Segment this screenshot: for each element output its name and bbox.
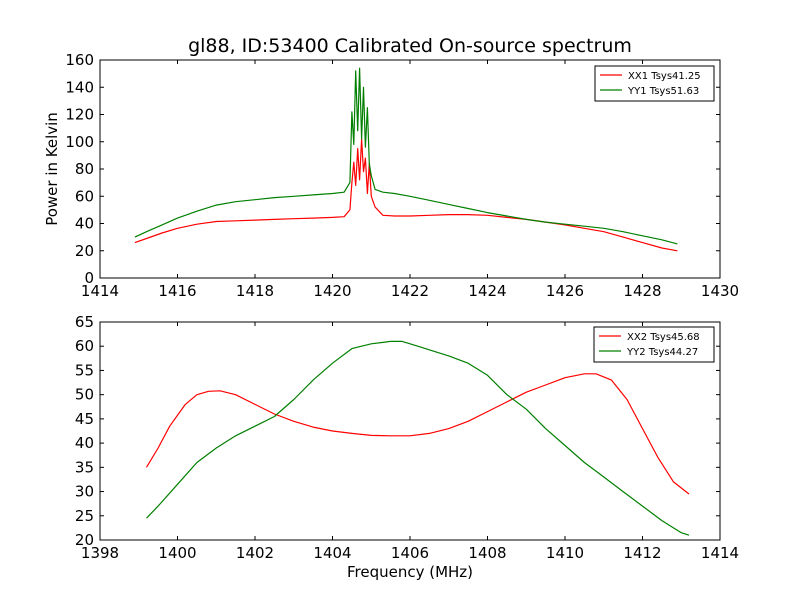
top-chart-y-tick-label: 20 [75, 242, 94, 260]
top-chart-y-axis-label: Power in Kelvin [43, 112, 61, 226]
bottom-chart-legend-label-2: YY2 Tsys44.27 [626, 347, 698, 358]
top-chart-legend-label-1: XX1 Tsys41.25 [628, 71, 701, 82]
top-chart-panel: 1414 1416 1418 1420 1422 1424 1426 1428 1430 0 20 4… [65, 51, 739, 300]
bottom-chart-y-tick-label: 35 [75, 458, 94, 476]
bottom-chart-panel: 1398 1400 1402 1404 1406 1408 1410 1412 1414 20 25… [75, 313, 739, 562]
top-chart-legend: XX1 Tsys41.25 YY1 Tsys51.63 [594, 65, 715, 102]
top-chart-y-tick-label: 120 [65, 106, 94, 124]
top-chart-x-tick-label: 1416 [158, 282, 196, 300]
bottom-chart-x-tick-label: 1400 [158, 544, 196, 562]
top-chart-legend-label-2: YY1 Tsys51.63 [627, 86, 699, 97]
bottom-chart-x-tick-label: 1404 [313, 544, 351, 562]
top-chart-x-tick-label: 1430 [701, 282, 739, 300]
top-chart-y-tick-label: 140 [65, 78, 94, 96]
top-chart-legend-box [594, 65, 715, 102]
bottom-chart-y-tick-label: 50 [75, 386, 94, 404]
bottom-chart-y-tick-label: 55 [75, 361, 94, 379]
bottom-chart-y-tick-label: 45 [75, 410, 94, 428]
bottom-chart-x-tick-label: 1406 [391, 544, 429, 562]
bottom-chart-x-tick-label: 1410 [546, 544, 584, 562]
bottom-chart-x-tick-label: 1414 [701, 544, 739, 562]
top-chart-y-tick-label: 60 [75, 187, 94, 205]
top-chart-x-tick-label: 1426 [546, 282, 584, 300]
bottom-chart-y-tick-label: 20 [75, 531, 94, 549]
top-chart-title: gl88, ID:53400 Calibrated On-source spec… [188, 35, 632, 57]
bottom-chart-series-line-1 [145, 373, 690, 495]
bottom-chart-legend-label-1: XX2 Tsys45.68 [627, 332, 700, 343]
top-chart-x-tick-label: 1428 [623, 282, 661, 300]
bottom-chart-x-tick-label: 1408 [468, 544, 506, 562]
top-chart-y-tick-label: 40 [75, 215, 94, 233]
bottom-chart-y-tick-label: 65 [75, 313, 94, 331]
bottom-chart-y-tick-label: 30 [75, 483, 94, 501]
bottom-chart-y-tick-label: 25 [75, 507, 94, 525]
top-chart-x-tick-label: 1424 [468, 282, 506, 300]
bottom-chart-series-line-2 [146, 340, 690, 536]
bottom-chart-x-tick-label: 1402 [236, 544, 274, 562]
top-chart-x-tick-label: 1414 [81, 282, 119, 300]
top-chart-y-tick-label: 80 [75, 160, 94, 178]
top-chart-series-line-2 [134, 67, 678, 245]
bottom-chart-y-tick-label: 40 [75, 434, 94, 452]
top-chart-x-tick-label: 1418 [236, 282, 274, 300]
bottom-chart-y-tick-label: 60 [75, 337, 94, 355]
bottom-chart-legend: XX2 Tsys45.68 YY2 Tsys44.27 [593, 326, 715, 363]
top-chart-x-tick-label: 1420 [313, 282, 351, 300]
top-chart-x-tick-label: 1422 [391, 282, 429, 300]
bottom-chart-x-axis-label: Frequency (MHz) [347, 563, 473, 581]
top-chart-y-tick-label: 100 [65, 133, 94, 151]
bottom-chart-x-tick-label: 1412 [623, 544, 661, 562]
bottom-chart-legend-box [593, 326, 715, 363]
bottom-chart-x-tick-label: 1398 [81, 544, 119, 562]
top-chart-y-tick-label: 160 [65, 51, 94, 69]
top-chart-y-tick-label: 0 [84, 269, 94, 287]
